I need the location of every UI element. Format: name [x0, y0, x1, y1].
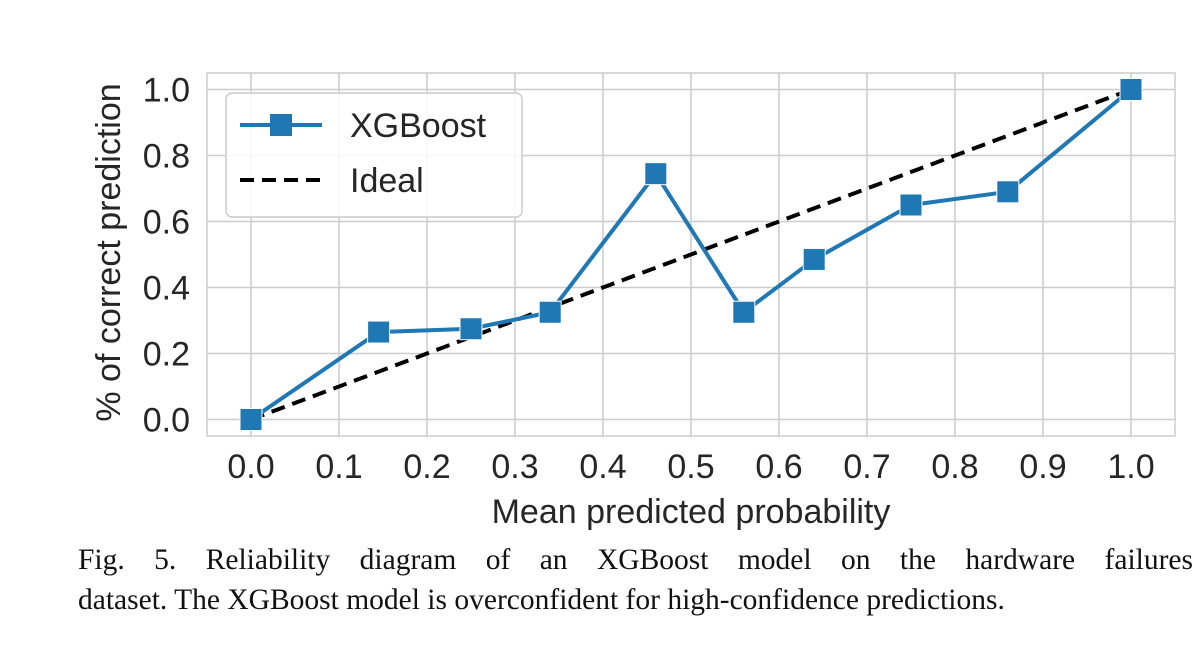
x-tick-label: 0.7 — [843, 448, 890, 486]
caption-line-1: Fig. 5. Reliability diagram of an XGBoos… — [78, 544, 1193, 576]
xgboost-point — [239, 408, 263, 431]
legend: XGBoost Ideal — [225, 92, 523, 218]
x-tick-label: 0.6 — [755, 448, 802, 486]
ideal-line — [250, 87, 1132, 422]
x-tick-label: 0.8 — [931, 448, 978, 486]
reliability-chart: 0.0 0.1 0.2 0.3 0.4 0.5 0.6 0.7 0.8 0.9 1.0 0.0 0.2… — [90, 72, 1176, 531]
x-tick-label: 0.5 — [667, 448, 714, 486]
y-axis-title: % of correct prediction — [90, 83, 128, 421]
legend-xgboost-label: XGBoost — [350, 107, 487, 145]
figure-caption: Fig. 5. Reliability diagram of an XGBoos… — [78, 540, 1193, 620]
xgboost-point — [996, 180, 1020, 204]
x-axis-ticks: 0.0 0.1 0.2 0.3 0.4 0.5 0.6 0.7 0.8 0.9 1.0 — [227, 448, 1154, 486]
x-tick-label: 0.4 — [579, 448, 626, 486]
x-axis-title: Mean predicted probability — [492, 493, 891, 531]
legend-xgboost-marker — [270, 114, 292, 136]
xgboost-point — [732, 300, 756, 324]
y-tick-label: 0.2 — [143, 336, 190, 374]
x-tick-label: 0.1 — [315, 448, 362, 486]
xgboost-point — [802, 247, 826, 271]
legend-ideal-label: Ideal — [350, 162, 424, 200]
xgboost-point — [644, 162, 668, 186]
grid — [207, 73, 1175, 436]
y-tick-label: 0.8 — [143, 138, 190, 176]
xgboost-line — [249, 87, 1133, 422]
caption-line-2: dataset. The XGBoost model is overconfid… — [78, 584, 1005, 616]
xgboost-point — [538, 300, 562, 324]
x-tick-label: 0.9 — [1019, 448, 1066, 486]
y-tick-label: 0.0 — [143, 402, 190, 440]
xgboost-point — [1119, 78, 1143, 101]
y-tick-label: 1.0 — [143, 72, 190, 110]
ideal-series — [250, 87, 1132, 422]
xgboost-series — [239, 78, 1143, 431]
xgboost-point — [367, 320, 391, 344]
y-tick-label: 0.4 — [143, 270, 190, 308]
xgboost-point — [459, 317, 483, 341]
x-tick-label: 0.0 — [227, 448, 274, 486]
x-tick-label: 0.3 — [491, 448, 538, 486]
y-axis-ticks: 0.0 0.2 0.4 0.6 0.8 1.0 — [143, 72, 190, 440]
y-tick-label: 0.6 — [143, 204, 190, 242]
xgboost-point — [899, 193, 923, 217]
x-tick-label: 1.0 — [1107, 448, 1154, 486]
x-tick-label: 0.2 — [403, 448, 450, 486]
